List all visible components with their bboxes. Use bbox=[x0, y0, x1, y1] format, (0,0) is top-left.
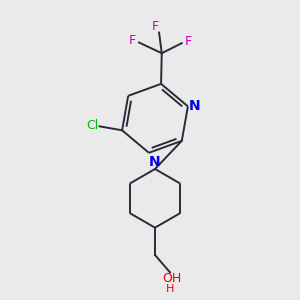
Text: F: F bbox=[152, 20, 159, 33]
Text: Cl: Cl bbox=[86, 119, 98, 132]
Text: N: N bbox=[189, 99, 200, 113]
Text: N: N bbox=[149, 155, 161, 169]
Text: OH: OH bbox=[162, 272, 181, 286]
Text: F: F bbox=[129, 34, 136, 47]
Text: F: F bbox=[185, 35, 192, 48]
Text: H: H bbox=[166, 284, 174, 294]
